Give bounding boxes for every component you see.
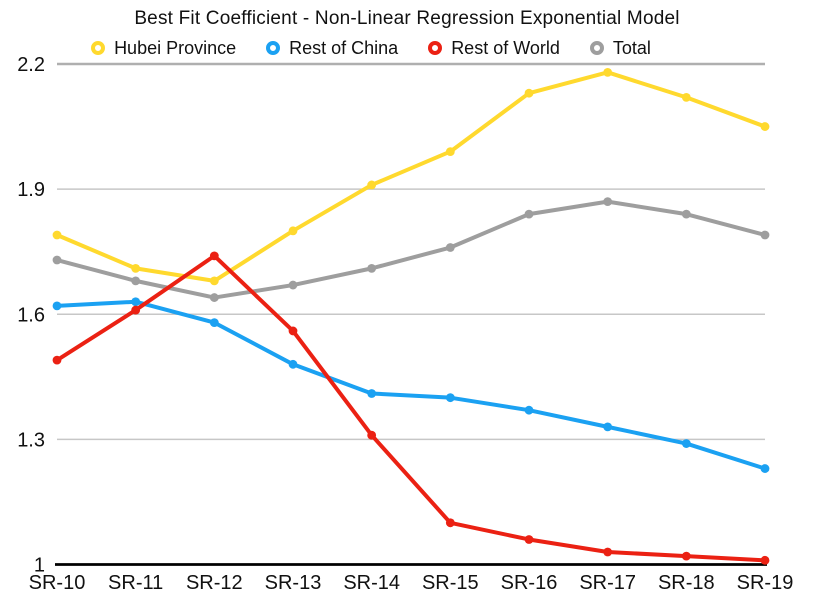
data-point-total-sr-16[interactable]	[524, 209, 534, 219]
x-tick-label: SR-17	[579, 572, 636, 594]
data-point-rest-of-china-sr-15[interactable]	[445, 393, 455, 403]
data-point-total-sr-17[interactable]	[603, 197, 613, 207]
y-tick-label: 1	[34, 555, 45, 577]
data-point-rest-of-china-sr-14[interactable]	[367, 389, 377, 398]
data-point-rest-of-china-sr-16[interactable]	[524, 405, 534, 415]
legend-label: Total	[612, 37, 651, 58]
series-line-total	[55, 199, 767, 300]
legend-label: Rest of World	[451, 37, 560, 58]
data-point-rest-of-world-sr-19[interactable]	[760, 555, 770, 565]
data-point-total-sr-11[interactable]	[131, 276, 141, 286]
data-point-rest-of-china-sr-17[interactable]	[603, 422, 613, 432]
x-tick-label: SR-18	[658, 572, 715, 594]
data-point-hubei-province-sr-15[interactable]	[445, 147, 455, 156]
legend-item-rest-of-china[interactable]: Rest of China	[266, 38, 398, 59]
data-point-rest-of-world-sr-11[interactable]	[131, 305, 141, 315]
x-tick-label: SR-12	[186, 572, 243, 594]
data-point-total-sr-13[interactable]	[288, 280, 298, 290]
data-point-hubei-province-sr-19[interactable]	[760, 122, 770, 131]
legend-marker-icon	[428, 41, 443, 55]
data-point-rest-of-china-sr-19[interactable]	[760, 464, 770, 473]
data-point-rest-of-world-sr-14[interactable]	[367, 430, 377, 440]
data-point-hubei-province-sr-18[interactable]	[681, 92, 691, 102]
legend-marker-icon	[91, 41, 106, 55]
data-point-rest-of-world-sr-15[interactable]	[445, 518, 455, 528]
legend-item-hubei-province[interactable]: Hubei Province	[91, 38, 236, 59]
x-tick-label: SR-11	[108, 572, 163, 594]
chart-title: Best Fit Coefficient - Non-Linear Regres…	[134, 8, 680, 29]
data-point-total-sr-14[interactable]	[367, 263, 377, 273]
series-line-hubei-province	[55, 70, 767, 283]
data-point-rest-of-world-sr-17[interactable]	[603, 547, 613, 557]
x-tick-label: SR-13	[265, 572, 322, 594]
series-line-rest-of-china	[55, 299, 767, 471]
data-point-hubei-province-sr-17[interactable]	[603, 67, 613, 77]
series-line-rest-of-world	[55, 253, 767, 563]
legend-label: Hubei Province	[114, 37, 237, 58]
y-tick-label: 1.6	[17, 304, 45, 326]
data-point-rest-of-china-sr-10[interactable]	[52, 301, 62, 311]
legend-item-rest-of-world[interactable]: Rest of World	[428, 38, 560, 59]
x-tick-label: SR-19	[737, 572, 794, 594]
data-point-rest-of-china-sr-13[interactable]	[288, 359, 298, 369]
x-tick-label: SR-14	[343, 572, 400, 594]
legend-marker-icon	[589, 41, 604, 55]
data-point-rest-of-world-sr-18[interactable]	[681, 551, 691, 561]
x-tick-label: SR-16	[501, 572, 558, 594]
data-point-hubei-province-sr-13[interactable]	[288, 226, 298, 236]
data-point-hubei-province-sr-14[interactable]	[367, 180, 377, 190]
data-point-rest-of-china-sr-11[interactable]	[131, 297, 141, 307]
data-point-rest-of-china-sr-18[interactable]	[681, 439, 691, 448]
data-point-total-sr-19[interactable]	[760, 230, 770, 240]
x-tick-label: SR-10	[29, 572, 86, 594]
data-point-rest-of-world-sr-12[interactable]	[209, 251, 219, 261]
legend: Hubei Province Rest of China Rest of World…	[0, 36, 742, 60]
data-point-total-sr-10[interactable]	[52, 255, 62, 265]
y-tick-label: 2.2	[17, 54, 45, 76]
y-tick-label: 1.3	[17, 429, 45, 451]
data-point-total-sr-12[interactable]	[209, 293, 219, 302]
data-point-hubei-province-sr-16[interactable]	[524, 88, 534, 98]
data-point-hubei-province-sr-12[interactable]	[209, 276, 219, 286]
data-point-rest-of-world-sr-13[interactable]	[288, 326, 298, 336]
data-point-total-sr-18[interactable]	[681, 209, 691, 219]
y-tick-label: 1.9	[17, 179, 45, 201]
data-point-hubei-province-sr-11[interactable]	[131, 263, 141, 273]
data-point-rest-of-china-sr-12[interactable]	[209, 318, 219, 327]
x-tick-label: SR-15	[422, 572, 479, 594]
legend-label: Rest of China	[289, 37, 399, 58]
legend-marker-icon	[266, 41, 281, 55]
legend-item-total[interactable]: Total	[589, 37, 651, 59]
data-point-total-sr-15[interactable]	[445, 243, 455, 252]
data-point-rest-of-world-sr-16[interactable]	[524, 535, 534, 544]
data-point-hubei-province-sr-10[interactable]	[52, 230, 62, 240]
data-point-rest-of-world-sr-10[interactable]	[52, 355, 62, 365]
